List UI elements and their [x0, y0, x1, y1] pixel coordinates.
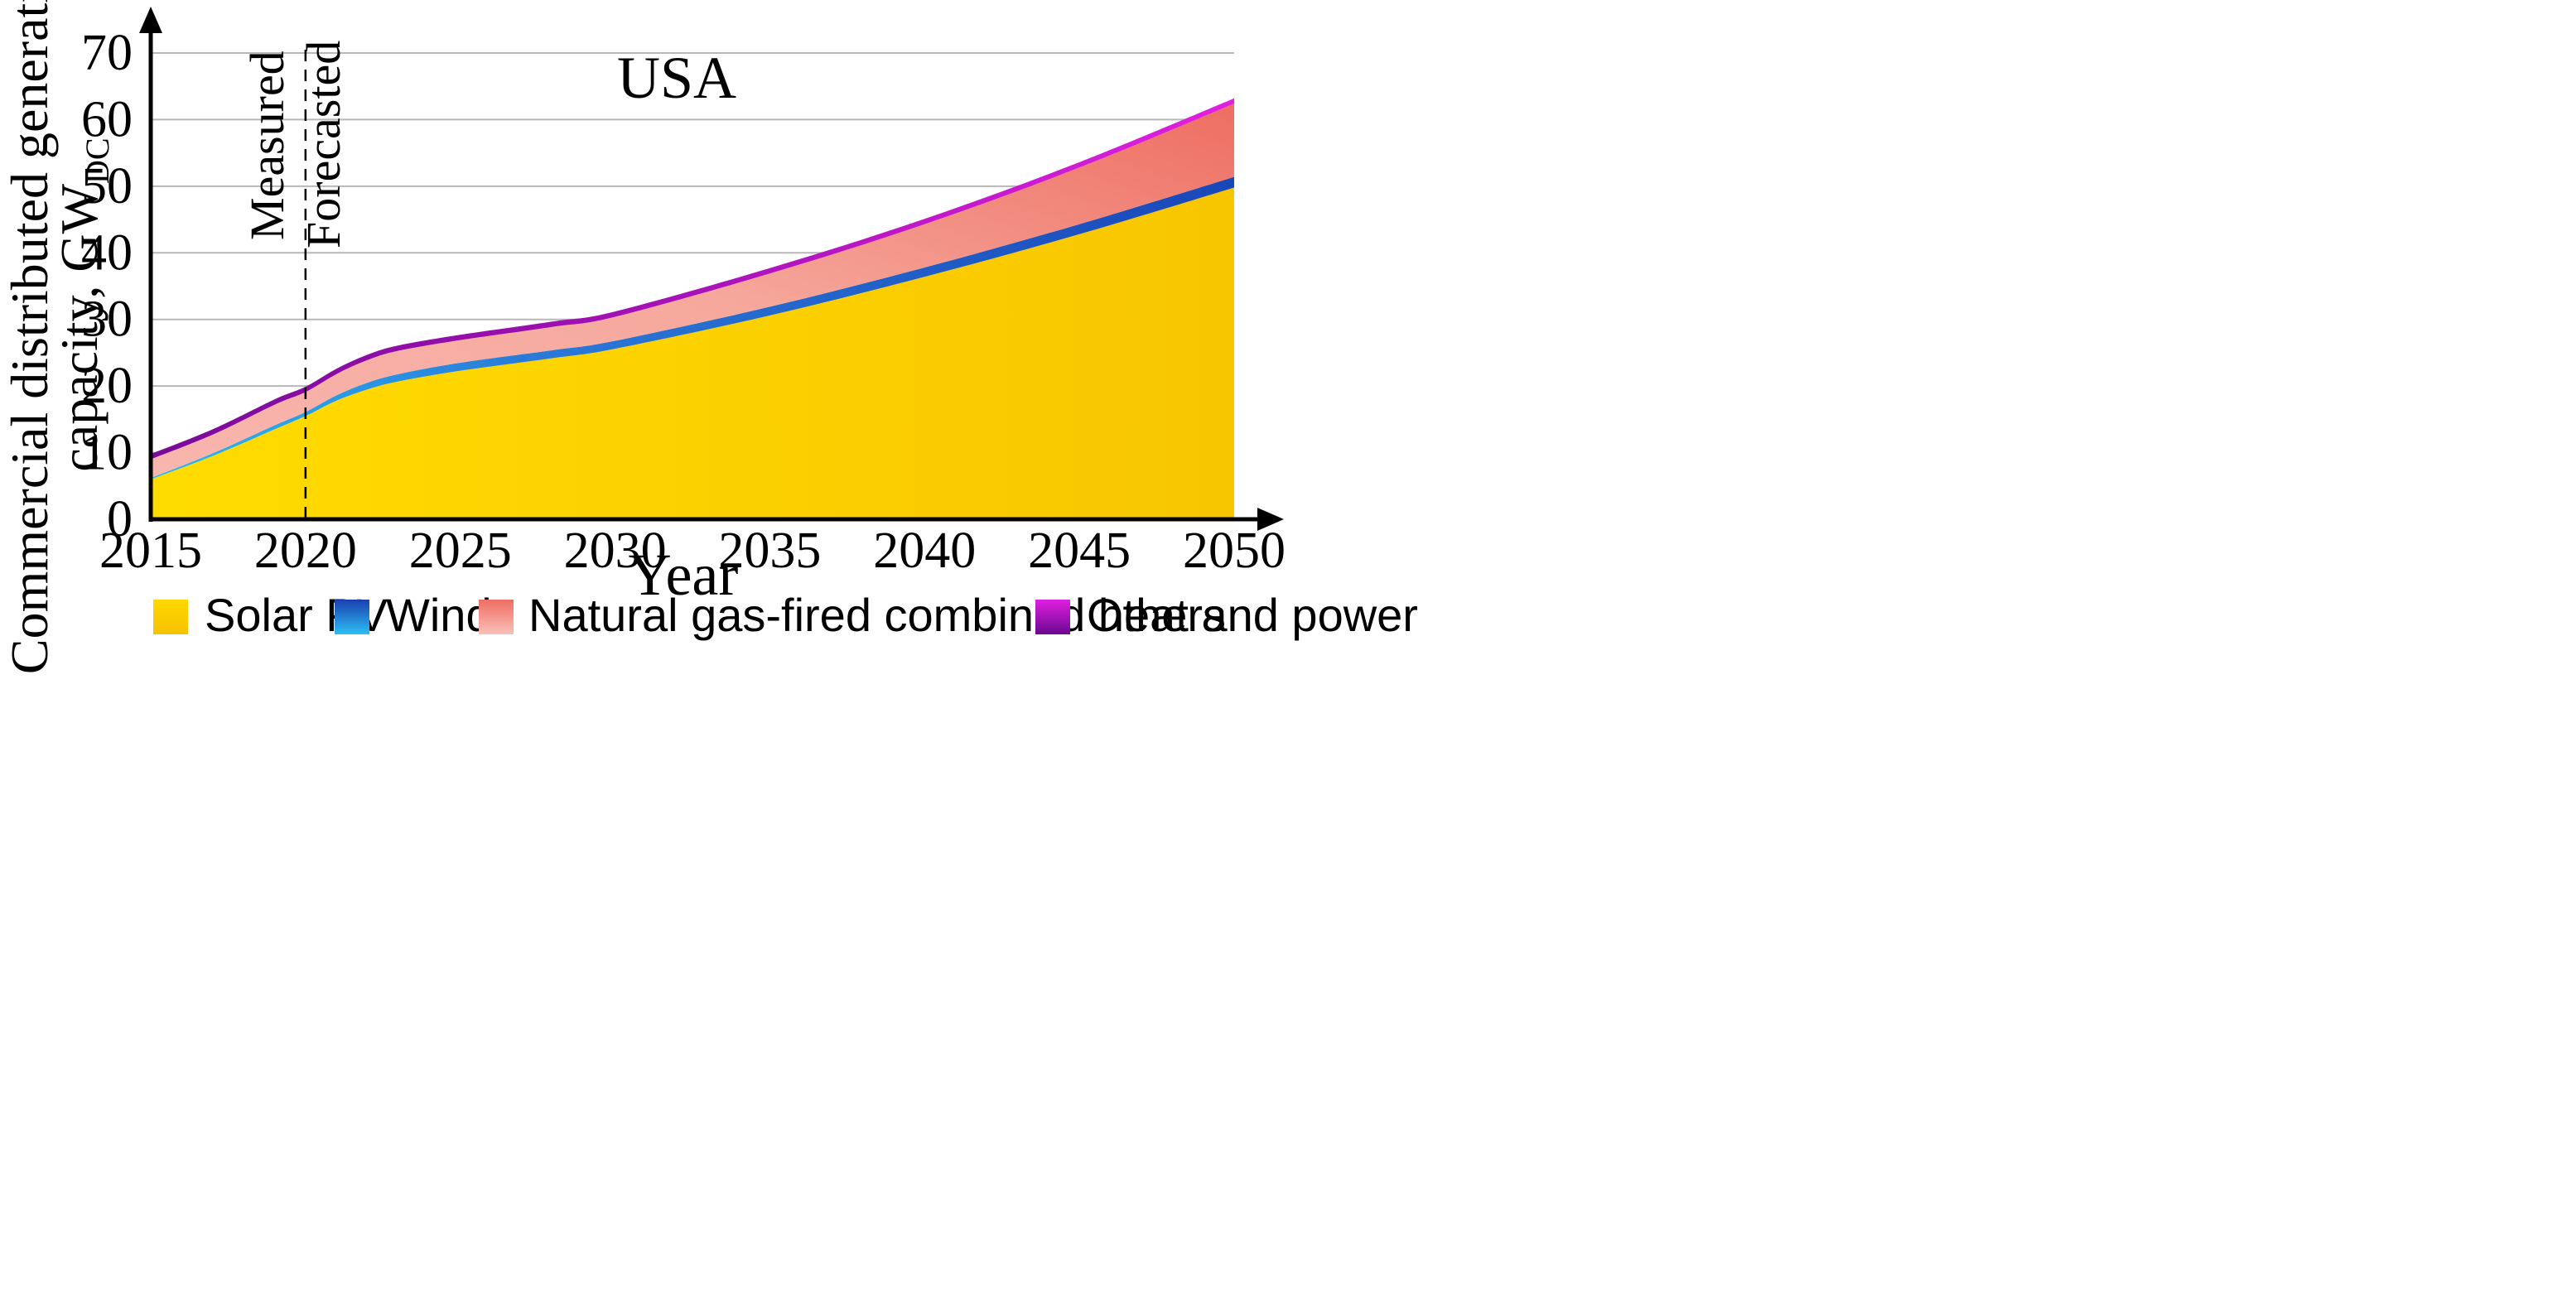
area-solar-pv	[151, 187, 1234, 519]
measured-label: Measured	[240, 51, 294, 240]
y-axis-label: Commercial distributed generation capaci…	[0, 0, 116, 674]
legend-swatch-natural-gas-chp	[479, 600, 514, 634]
y-tick-label-50: 50	[81, 158, 133, 214]
x-axis-arrow	[1257, 508, 1284, 531]
y-tick-label-30: 30	[81, 292, 133, 348]
y-tick-label-40: 40	[81, 224, 133, 281]
legend-swatch-others	[1035, 600, 1070, 634]
y-tick-label-10: 10	[81, 425, 133, 481]
x-tick-label-2030: 2030	[564, 523, 667, 579]
legend-label-wind: Wind	[386, 589, 492, 641]
legend-label-others: Others	[1087, 589, 1226, 641]
area-wind	[151, 176, 1234, 480]
x-tick-label-2020: 2020	[254, 523, 357, 579]
y-axis-label-line1: Commercial distributed generation	[0, 0, 59, 674]
x-tick-label-2040: 2040	[873, 523, 976, 579]
x-tick-label-2035: 2035	[718, 523, 821, 579]
x-tick-label-2045: 2045	[1028, 523, 1131, 579]
chart-title: USA	[617, 45, 736, 111]
x-tick-label-2025: 2025	[409, 523, 512, 579]
forecasted-label: Forecasted	[297, 41, 350, 248]
y-tick-label-20: 20	[81, 358, 133, 414]
legend-swatch-solar-pv	[153, 600, 188, 634]
legend: Solar PV Wind Natural gas-fired combined…	[153, 589, 1418, 641]
y-axis-label-line2: capacity, GWDC	[50, 137, 116, 471]
x-axis-label: Year	[629, 542, 739, 608]
y-tick-label-0: 0	[107, 491, 133, 547]
y-tick-label-60: 60	[81, 91, 133, 147]
x-tick-label-2015: 2015	[99, 523, 202, 579]
x-tick-label-2050: 2050	[1183, 523, 1286, 579]
y-tick-label-70: 70	[81, 25, 133, 81]
legend-swatch-wind	[335, 600, 369, 634]
legend-label-natural-gas-chp: Natural gas-fired combined heat and powe…	[528, 589, 1418, 641]
y-axis-arrow	[139, 7, 162, 33]
